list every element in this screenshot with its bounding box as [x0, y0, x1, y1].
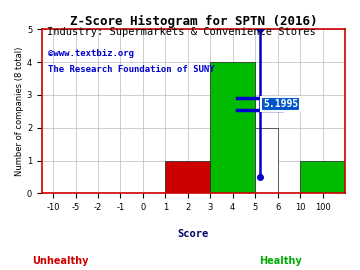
Bar — [300, 161, 345, 193]
Text: 5.1995: 5.1995 — [263, 99, 298, 109]
X-axis label: Score: Score — [178, 229, 209, 239]
Text: The Research Foundation of SUNY: The Research Foundation of SUNY — [48, 65, 215, 74]
Text: Unhealthy: Unhealthy — [32, 256, 89, 266]
Title: Z-Score Histogram for SPTN (2016): Z-Score Histogram for SPTN (2016) — [70, 15, 317, 28]
Y-axis label: Number of companies (8 total): Number of companies (8 total) — [15, 47, 24, 176]
Text: Healthy: Healthy — [259, 256, 302, 266]
Text: ©www.textbiz.org: ©www.textbiz.org — [48, 49, 134, 58]
Bar — [165, 161, 210, 193]
Text: Industry: Supermarkets & Convenience Stores: Industry: Supermarkets & Convenience Sto… — [47, 27, 316, 37]
Bar — [255, 128, 278, 193]
Bar — [210, 62, 255, 193]
